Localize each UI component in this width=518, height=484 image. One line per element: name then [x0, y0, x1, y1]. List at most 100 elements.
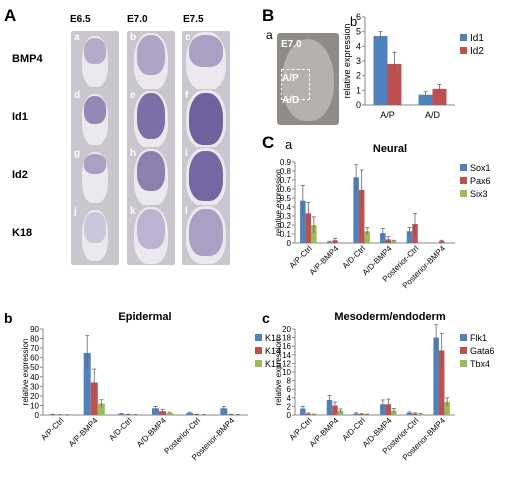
embryo-stain — [189, 92, 223, 146]
y-tick-label-Bb: 4 — [356, 41, 361, 51]
x-tick-label-Cc: A/P-BMP4 — [308, 416, 341, 449]
embryo-body — [134, 206, 168, 264]
embryo-stain — [83, 38, 107, 64]
y-tick-label-Ab: 0 — [35, 411, 40, 420]
y-tick-label-Ca: 0.7 — [280, 176, 292, 185]
panel-ca-label: a — [285, 137, 293, 152]
embryo-letter-b: b — [130, 32, 137, 43]
y-tick-label-Bb: 3 — [356, 56, 361, 66]
bar-Ab-k14-1 — [90, 382, 98, 415]
y-tick-label-Cc: 8 — [287, 377, 292, 386]
legend-label-Bb-id1: Id1 — [470, 33, 484, 44]
y-tick-label-Cc: 2 — [287, 402, 292, 411]
bar-Ca-pax6-2 — [358, 189, 365, 243]
legend-swatch-Ab-k14 — [255, 347, 262, 354]
y-tick-label-Cc: 14 — [282, 351, 291, 360]
embryo-letter-e: e — [130, 90, 136, 101]
legend-label-Ab-k14: K14 — [265, 346, 281, 356]
y-tick-label-Ab: 20 — [30, 392, 39, 401]
bar-Ca-pax6-0 — [305, 213, 312, 243]
embryo-letter-d: d — [74, 90, 81, 101]
x-tick-label-Ab: A/P-Ctrl — [39, 416, 65, 442]
embryo-image-k: k — [127, 205, 175, 265]
legend-swatch-Cc-flk1 — [460, 334, 467, 341]
embryo-stain — [189, 34, 223, 67]
y-tick-label-Bb: 5 — [356, 27, 361, 37]
y-tick-label-Bb: 2 — [356, 71, 361, 81]
panel-a-label: A — [4, 6, 17, 25]
y-tick-label-Ca: 0.4 — [280, 203, 292, 212]
embryo-image-f: f — [182, 89, 230, 149]
y-tick-label-Cc: 18 — [282, 334, 291, 343]
bar-Ab-k18-1 — [83, 352, 91, 415]
embryo-letter-a: a — [74, 32, 80, 43]
embryo-image-g: g — [71, 147, 119, 207]
y-tick-label-Ca: 0.9 — [280, 158, 292, 167]
embryo-stain — [136, 209, 166, 250]
legend-label-Cc-gata6: Gata6 — [470, 346, 495, 356]
y-tick-label-Ca: 0 — [287, 239, 292, 248]
embryo-body — [81, 35, 109, 87]
bar-Ab-k18-3 — [151, 408, 160, 415]
embryo-body — [81, 151, 109, 203]
legend-swatch-Cc-gata6 — [460, 347, 467, 354]
photo-stage-label: E7.0 — [281, 39, 302, 50]
legend-swatch-Ca-sox1 — [460, 164, 467, 171]
embryo-letter-j: j — [74, 206, 77, 217]
panel-ba-label: a — [266, 28, 273, 42]
y-tick-label-Cc: 12 — [282, 359, 291, 368]
y-tick-label-Cc: 0 — [287, 411, 292, 420]
row-label-id1: Id1 — [12, 111, 28, 123]
embryo-image-c: c — [182, 31, 230, 91]
legend-label-Bb-id2: Id2 — [470, 46, 484, 57]
bar-Cc-flk1-3 — [380, 404, 386, 415]
embryo-letter-c: c — [185, 32, 191, 43]
y-tick-label-Ab: 30 — [30, 382, 39, 391]
y-tick-label-Bb: 1 — [356, 85, 361, 95]
chart-title-Ca: Neural — [373, 143, 407, 155]
y-tick-label-Ab: 80 — [30, 335, 39, 344]
legend-swatch-Ab-k18 — [255, 334, 262, 341]
legend-swatch-Ab-k15 — [255, 360, 262, 367]
chart-title-Cc: Mesoderm/endoderm — [334, 311, 445, 323]
embryo-letter-k: k — [130, 206, 136, 217]
bar-Ab-k15-1 — [97, 403, 105, 415]
embryo-stain — [83, 212, 107, 243]
bar-Cc-gata6-3 — [385, 404, 392, 415]
bar-Cc-flk1-1 — [326, 399, 333, 415]
panel-c-label: C — [262, 133, 275, 152]
x-tick-label-Bb: A/D — [425, 110, 441, 120]
legend-label-Cc-tbx4: Tbx4 — [470, 359, 490, 369]
stage-label-e65: E6.5 — [70, 14, 91, 25]
embryo-letter-f: f — [185, 90, 189, 101]
x-tick-label-Cc: A/P-Ctrl — [288, 416, 314, 442]
x-tick-label-Ca: A/P-Ctrl — [288, 244, 314, 270]
bar-Ca-six3-0 — [311, 225, 317, 243]
y-tick-label-Ab: 40 — [30, 373, 39, 382]
y-tick-label-Ca: 0.5 — [280, 194, 292, 203]
stage-label-e75: E7.5 — [183, 14, 204, 25]
row-label-bmp4: BMP4 — [12, 53, 43, 65]
y-tick-label-Cc: 4 — [287, 394, 292, 403]
chart-title-Ab: Epidermal — [118, 311, 171, 323]
legend-swatch-Cc-tbx4 — [460, 360, 467, 367]
panel-b-label: B — [262, 6, 275, 25]
embryo-stain — [189, 208, 223, 256]
embryo-letter-l: l — [185, 206, 188, 217]
bar-Ca-sox1-3 — [380, 233, 386, 243]
y-tick-label-Cc: 20 — [282, 325, 291, 334]
bar-Cc-flk1-4 — [406, 412, 413, 415]
bar-Cc-gata6-1 — [332, 405, 338, 415]
row-label-k18: K18 — [12, 227, 33, 239]
y-tick-label-Cc: 6 — [287, 385, 292, 394]
y-tick-label-Cc: 10 — [282, 368, 291, 377]
y-tick-label-Ca: 0.1 — [280, 230, 292, 239]
embryo-image-i: i — [182, 147, 230, 207]
embryo-image-e: e — [127, 89, 175, 149]
embryo-photo: E7.0 A/P A/D — [277, 33, 339, 125]
legend-swatch-Ca-six3 — [460, 190, 467, 197]
x-tick-label-Ca: A/D-Ctrl — [341, 244, 368, 271]
embryo-body — [81, 209, 109, 261]
y-axis-label-Cc: relative expression — [274, 339, 283, 406]
